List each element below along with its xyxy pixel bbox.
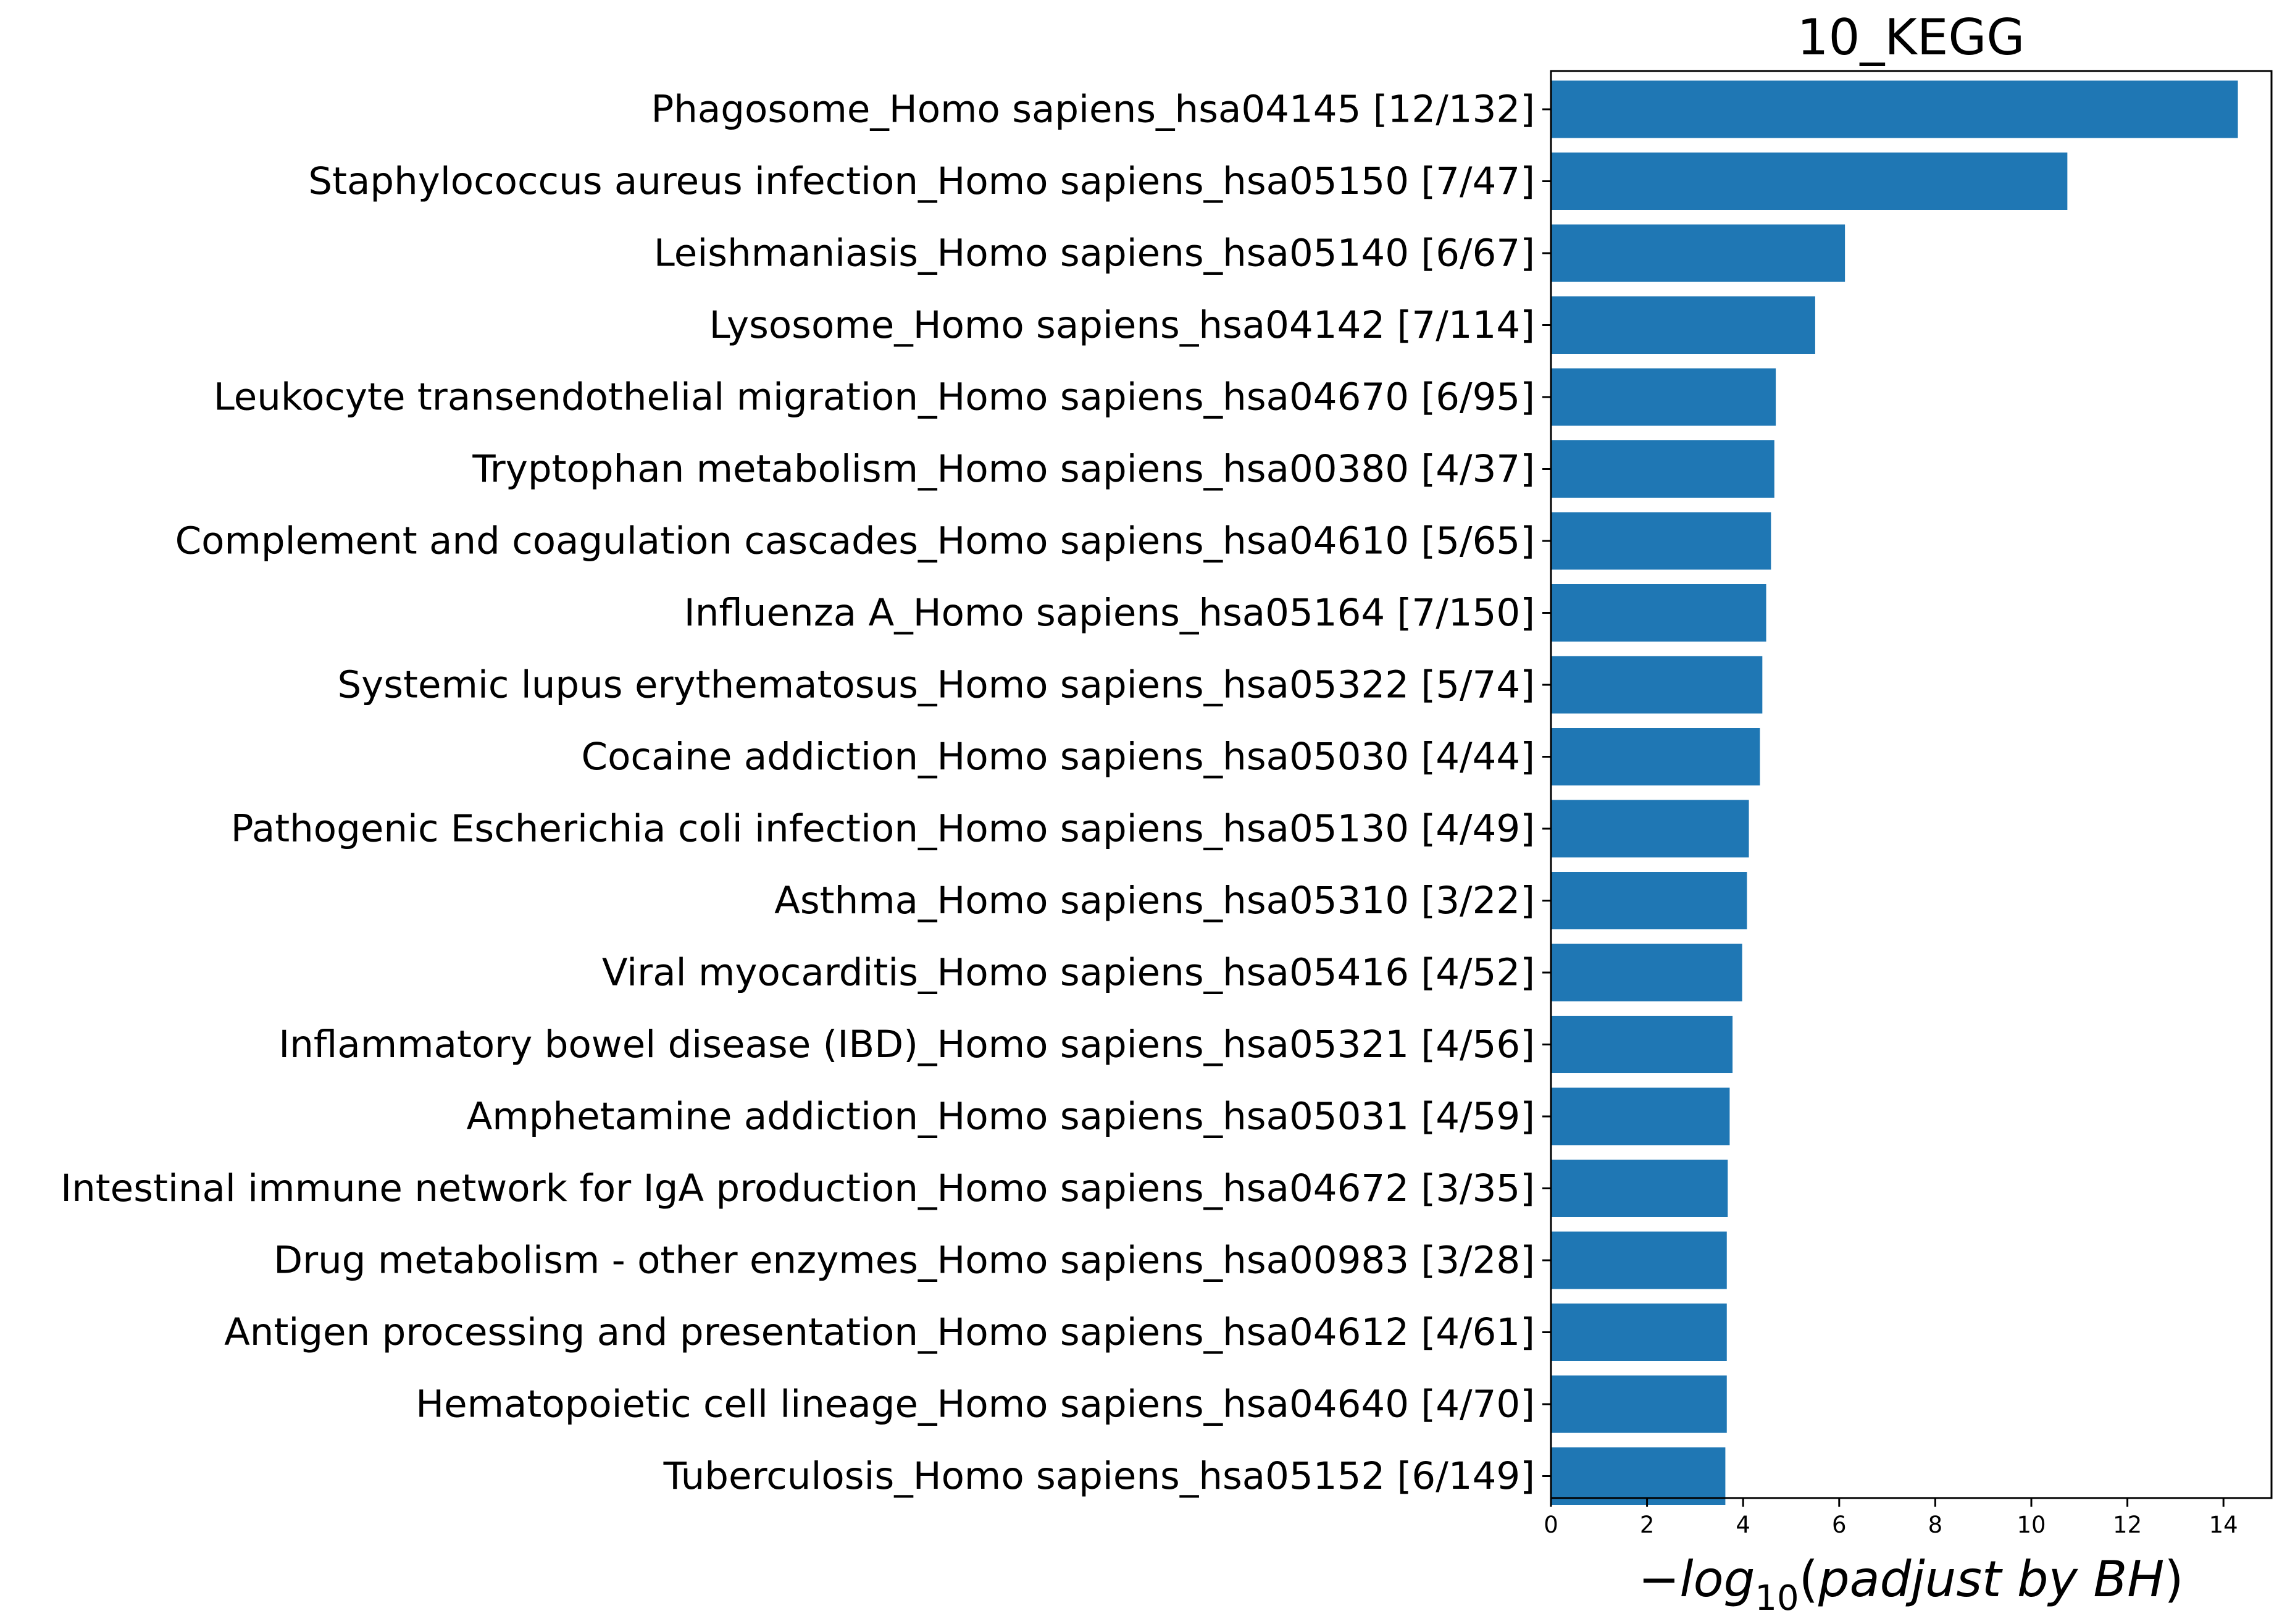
category-label-2: Leishmaniasis_Homo sapiens_hsa05140 [6/6… bbox=[654, 232, 1535, 275]
bar-5 bbox=[1551, 440, 1774, 498]
x-tick-label-1: 2 bbox=[1640, 1512, 1655, 1538]
category-label-14: Amphetamine addiction_Homo sapiens_hsa05… bbox=[467, 1095, 1535, 1139]
bars-group bbox=[1551, 80, 2238, 1505]
category-label-5: Tryptophan metabolism_Homo sapiens_hsa00… bbox=[472, 447, 1535, 491]
category-label-12: Viral myocarditis_Homo sapiens_hsa05416 … bbox=[602, 951, 1535, 995]
bar-3 bbox=[1551, 296, 1815, 354]
bar-9 bbox=[1551, 728, 1760, 785]
x-axis-label: −log10(padjust by BH) bbox=[1638, 1551, 2183, 1618]
x-axis-label-open-paren: ( bbox=[1799, 1551, 1818, 1608]
x-tick-label-6: 12 bbox=[2113, 1512, 2142, 1538]
bar-15 bbox=[1551, 1160, 1728, 1217]
category-label-11: Asthma_Homo sapiens_hsa05310 [3/22] bbox=[774, 879, 1535, 923]
bar-2 bbox=[1551, 224, 1845, 282]
bar-17 bbox=[1551, 1304, 1727, 1361]
bar-1 bbox=[1551, 153, 2068, 210]
x-tick-label-5: 10 bbox=[2017, 1512, 2046, 1538]
plot-frame bbox=[1550, 70, 2273, 1499]
x-tick-label-7: 14 bbox=[2209, 1512, 2238, 1538]
category-label-3: Lysosome_Homo sapiens_hsa04142 [7/114] bbox=[709, 303, 1535, 347]
bar-13 bbox=[1551, 1016, 1733, 1073]
category-label-1: Staphylococcus aureus infection_Homo sap… bbox=[308, 159, 1535, 203]
x-axis-label-minus: − bbox=[1638, 1551, 1679, 1608]
category-label-19: Tuberculosis_Homo sapiens_hsa05152 [6/14… bbox=[663, 1454, 1535, 1498]
x-tick-label-0: 0 bbox=[1544, 1512, 1558, 1538]
bar-0 bbox=[1551, 80, 2238, 138]
category-label-7: Influenza A_Homo sapiens_hsa05164 [7/150… bbox=[684, 591, 1535, 635]
category-label-17: Antigen processing and presentation_Homo… bbox=[224, 1310, 1535, 1354]
bar-4 bbox=[1551, 368, 1776, 426]
x-tick-label-2: 4 bbox=[1736, 1512, 1750, 1538]
category-label-15: Intestinal immune network for IgA produc… bbox=[61, 1166, 1535, 1210]
bar-14 bbox=[1551, 1087, 1730, 1145]
x-tick-label-4: 8 bbox=[1928, 1512, 1943, 1538]
bar-7 bbox=[1551, 584, 1766, 642]
category-label-18: Hematopoietic cell lineage_Homo sapiens_… bbox=[416, 1383, 1535, 1426]
bar-8 bbox=[1551, 656, 1763, 714]
chart-title: 10_KEGG bbox=[1797, 9, 2025, 66]
category-label-16: Drug metabolism - other enzymes_Homo sap… bbox=[274, 1239, 1535, 1283]
x-axis-label-close-paren: ) bbox=[2164, 1551, 2183, 1608]
bar-19 bbox=[1551, 1447, 1726, 1505]
category-label-6: Complement and coagulation cascades_Homo… bbox=[175, 519, 1535, 563]
bar-12 bbox=[1551, 944, 1742, 1002]
bar-6 bbox=[1551, 512, 1771, 570]
category-label-4: Leukocyte transendothelial migration_Hom… bbox=[214, 375, 1535, 419]
bar-10 bbox=[1551, 800, 1749, 858]
x-axis-label-base: 10 bbox=[1755, 1578, 1799, 1618]
category-label-8: Systemic lupus erythematosus_Homo sapien… bbox=[337, 663, 1535, 707]
x-axis-label-body: padjust by BH bbox=[1818, 1551, 2165, 1608]
bar-16 bbox=[1551, 1231, 1727, 1289]
category-label-9: Cocaine addiction_Homo sapiens_hsa05030 … bbox=[582, 735, 1535, 779]
category-label-0: Phagosome_Homo sapiens_hsa04145 [12/132] bbox=[651, 88, 1535, 132]
x-axis-label-log: log bbox=[1679, 1551, 1755, 1608]
x-tick-label-3: 6 bbox=[1832, 1512, 1847, 1538]
bar-18 bbox=[1551, 1375, 1727, 1433]
category-label-10: Pathogenic Escherichia coli infection_Ho… bbox=[231, 807, 1535, 851]
category-labels-group: Phagosome_Homo sapiens_hsa04145 [12/132]… bbox=[61, 88, 1551, 1498]
bar-11 bbox=[1551, 872, 1747, 929]
x-ticks-group: 0 2 4 6 8 10 12 14 bbox=[1544, 1498, 2238, 1538]
category-label-13: Inflammatory bowel disease (IBD)_Homo sa… bbox=[278, 1023, 1535, 1066]
